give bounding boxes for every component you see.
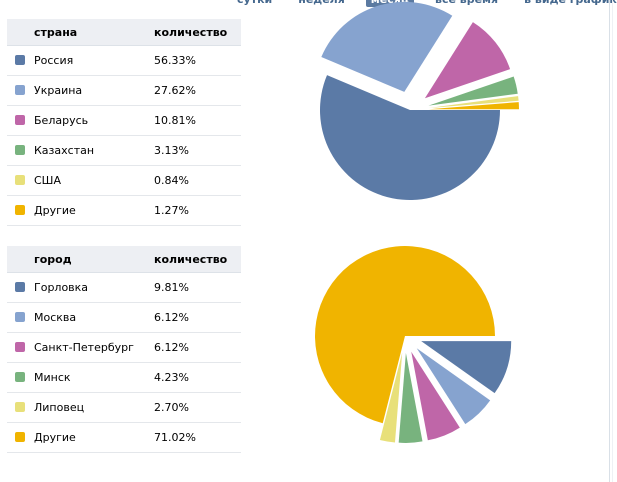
country-name: Украина <box>34 84 83 97</box>
legend-swatch <box>15 55 25 65</box>
country-table: страна количество Россия 56.33% Украина 27.… <box>7 19 241 226</box>
city-row: Москва 6.12% <box>7 302 241 333</box>
city-name: Москва <box>34 311 77 324</box>
country-column-header: страна <box>7 19 154 46</box>
country-name: Казахстан <box>34 144 95 157</box>
country-value: 56.33% <box>154 45 241 76</box>
city-row: Липовец 2.70% <box>7 392 241 423</box>
country-row: Беларусь 10.81% <box>7 105 241 136</box>
pie-slice-0 <box>421 341 512 394</box>
city-name: Минск <box>34 371 71 384</box>
legend-swatch <box>15 175 25 185</box>
city-row: Горловка 9.81% <box>7 272 241 303</box>
pie-slice-0 <box>320 75 500 200</box>
tab-0[interactable]: сутки <box>232 0 277 7</box>
tab-1[interactable]: неделя <box>293 0 350 7</box>
city-value: 6.12% <box>154 332 241 363</box>
city-table-header: город количество <box>7 246 241 273</box>
city-value: 71.02% <box>154 422 241 453</box>
country-row: Россия 56.33% <box>7 45 241 76</box>
city-value: 9.81% <box>154 272 241 303</box>
city-row: Другие 71.02% <box>7 422 241 453</box>
country-value: 10.81% <box>154 105 241 136</box>
pie-slice-4 <box>428 96 519 108</box>
city-row: Санкт-Петербург 6.12% <box>7 332 241 363</box>
pie-slice-5 <box>315 246 495 424</box>
country-value: 27.62% <box>154 75 241 106</box>
legend-swatch <box>15 372 25 382</box>
country-row: США 0.84% <box>7 165 241 196</box>
city-table: город количество Горловка 9.81% Москва 6.12… <box>7 246 241 453</box>
country-table-header: страна количество <box>7 19 241 46</box>
legend-swatch <box>15 85 25 95</box>
city-name: Санкт-Петербург <box>34 341 134 354</box>
country-pie-chart <box>320 1 519 200</box>
country-name: Другие <box>34 204 76 217</box>
legend-swatch <box>15 115 25 125</box>
legend-swatch <box>15 342 25 352</box>
city-value: 6.12% <box>154 302 241 333</box>
country-name: США <box>34 174 61 187</box>
country-row: Другие 1.27% <box>7 195 241 226</box>
pie-slice-5 <box>428 102 519 110</box>
tab-3[interactable]: всё время <box>430 0 503 7</box>
pie-slice-4 <box>379 352 403 443</box>
legend-swatch <box>15 145 25 155</box>
country-value: 0.84% <box>154 165 241 196</box>
legend-swatch <box>15 312 25 322</box>
country-name: Беларусь <box>34 114 89 127</box>
panel-border-shadow <box>612 0 613 482</box>
city-name: Горловка <box>34 281 89 294</box>
panel-border <box>609 0 610 482</box>
country-name: Россия <box>34 54 74 67</box>
country-row: Украина 27.62% <box>7 75 241 106</box>
city-count-header: количество <box>154 246 241 273</box>
city-row: Минск 4.23% <box>7 362 241 393</box>
pie-slice-1 <box>416 348 491 425</box>
pie-slice-1 <box>321 1 453 92</box>
pie-slice-2 <box>424 22 511 99</box>
legend-swatch <box>15 432 25 442</box>
city-value: 2.70% <box>154 392 241 423</box>
country-count-header: количество <box>154 19 241 46</box>
legend-swatch <box>15 205 25 215</box>
pie-slice-2 <box>411 351 460 441</box>
city-pie-chart <box>315 246 512 443</box>
country-row: Казахстан 3.13% <box>7 135 241 166</box>
city-name: Другие <box>34 431 76 444</box>
legend-swatch <box>15 282 25 292</box>
city-name: Липовец <box>34 401 85 414</box>
legend-swatch <box>15 402 25 412</box>
country-value: 1.27% <box>154 195 241 226</box>
city-column-header: город <box>7 246 154 273</box>
tab-4[interactable]: в виде графиков <box>519 0 617 7</box>
country-value: 3.13% <box>154 135 241 166</box>
city-value: 4.23% <box>154 362 241 393</box>
pie-slice-3 <box>428 76 518 106</box>
pie-slice-3 <box>398 352 423 443</box>
